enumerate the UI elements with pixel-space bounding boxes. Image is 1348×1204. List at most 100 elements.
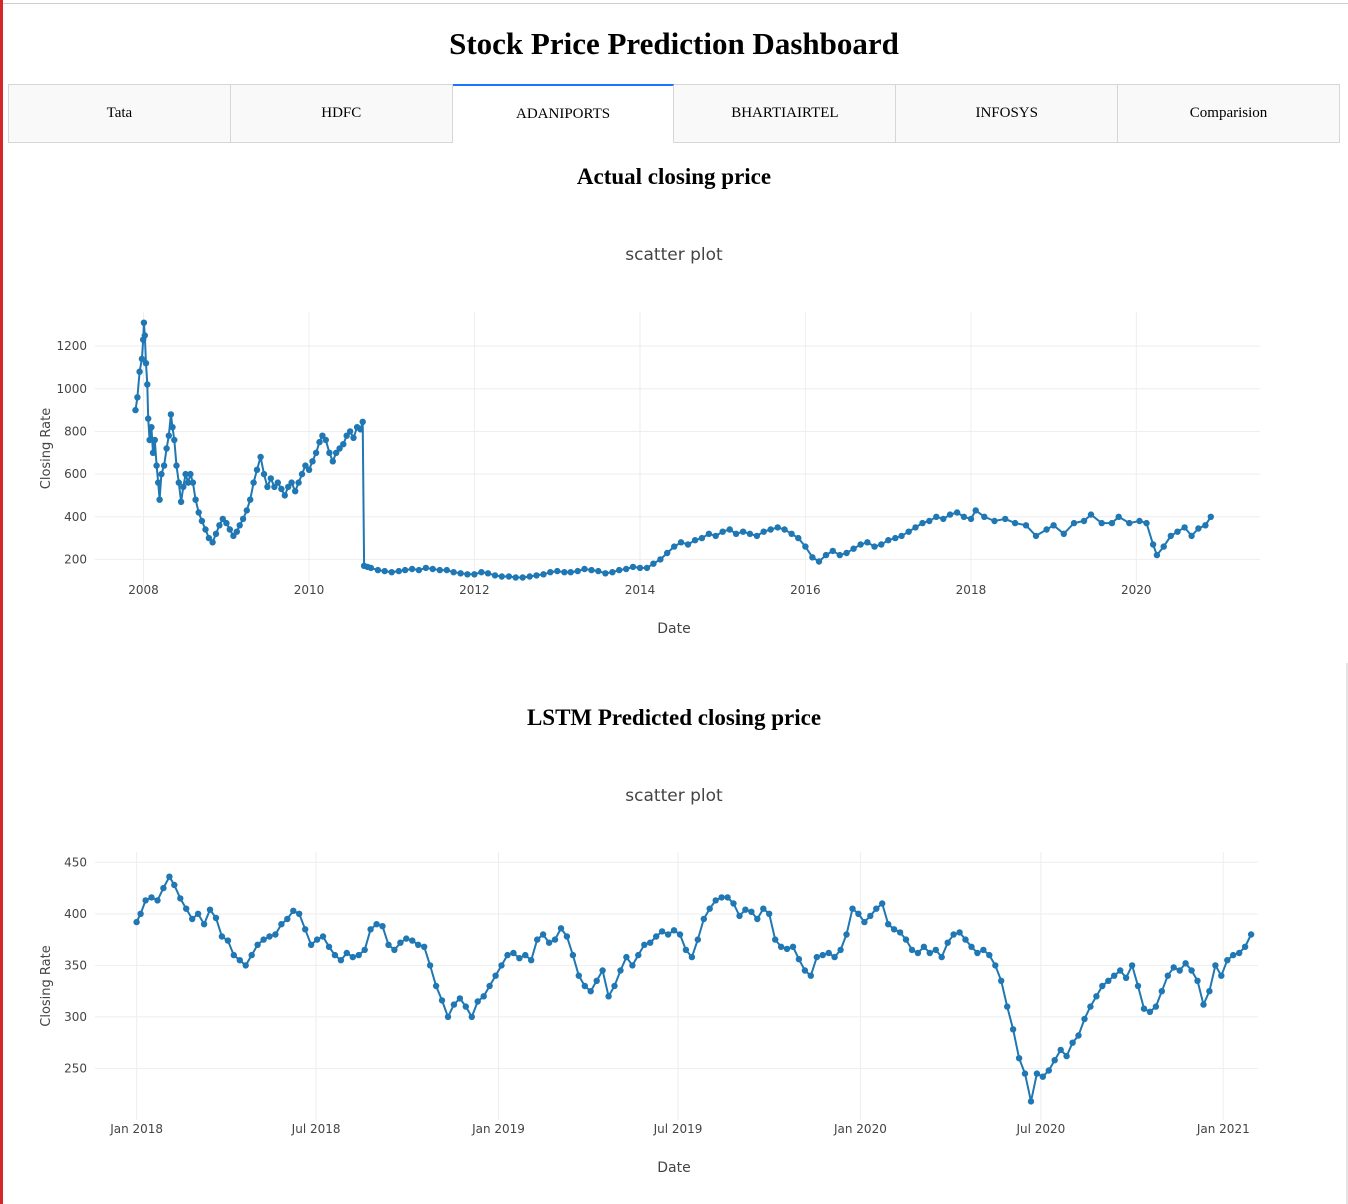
data-point[interactable] (436, 566, 443, 574)
data-point[interactable] (295, 479, 302, 486)
data-point[interactable] (912, 524, 919, 531)
data-point[interactable] (257, 453, 264, 461)
data-point[interactable] (290, 907, 297, 914)
data-point[interactable] (426, 962, 434, 969)
data-point[interactable] (312, 449, 320, 456)
data-point[interactable] (540, 571, 547, 578)
data-point[interactable] (1002, 515, 1009, 523)
data-point[interactable] (694, 936, 701, 943)
data-point[interactable] (194, 910, 202, 917)
data-point[interactable] (510, 949, 517, 957)
data-point[interactable] (718, 894, 725, 901)
data-point[interactable] (153, 462, 160, 469)
data-point[interactable] (189, 479, 197, 486)
data-point[interactable] (484, 570, 492, 577)
data-point[interactable] (1033, 1070, 1041, 1077)
data-point[interactable] (156, 496, 163, 503)
data-point[interactable] (551, 936, 559, 943)
data-point[interactable] (1069, 1039, 1076, 1046)
data-point[interactable] (160, 884, 167, 892)
data-point[interactable] (831, 953, 838, 961)
data-point[interactable] (974, 949, 981, 957)
data-point[interactable] (724, 894, 731, 901)
data-point[interactable] (224, 937, 232, 944)
data-point[interactable] (492, 972, 499, 979)
data-point[interactable] (218, 933, 226, 940)
data-point[interactable] (1174, 528, 1181, 535)
tab-infosys[interactable]: INFOSYS (896, 84, 1119, 143)
data-point[interactable] (920, 943, 928, 950)
data-point[interactable] (140, 319, 148, 326)
data-point[interactable] (333, 449, 340, 456)
data-point[interactable] (1230, 951, 1237, 959)
data-point[interactable] (855, 910, 862, 917)
data-point[interactable] (1194, 977, 1201, 984)
data-point[interactable] (956, 929, 963, 936)
data-point[interactable] (173, 462, 180, 469)
data-point[interactable] (165, 432, 172, 439)
data-point[interactable] (677, 539, 685, 546)
data-point[interactable] (151, 436, 158, 444)
data-point[interactable] (316, 438, 323, 446)
data-point[interactable] (944, 939, 951, 946)
data-point[interactable] (468, 1013, 475, 1021)
data-point[interactable] (1098, 519, 1105, 527)
data-point[interactable] (478, 569, 485, 576)
data-point[interactable] (616, 566, 623, 574)
data-point[interactable] (926, 517, 933, 525)
data-point[interactable] (1087, 1003, 1094, 1010)
data-point[interactable] (801, 967, 809, 974)
data-point[interactable] (278, 485, 285, 493)
data-point[interactable] (781, 526, 788, 533)
data-point[interactable] (1032, 532, 1040, 540)
data-point[interactable] (777, 943, 785, 950)
data-point[interactable] (471, 571, 478, 578)
data-point[interactable] (1027, 1098, 1035, 1105)
data-point[interactable] (278, 921, 285, 928)
data-point[interactable] (1115, 513, 1122, 520)
data-point[interactable] (1212, 962, 1219, 969)
data-point[interactable] (1158, 988, 1166, 995)
data-point[interactable] (374, 566, 382, 574)
data-point[interactable] (281, 492, 288, 499)
data-point[interactable] (896, 929, 904, 936)
data-point[interactable] (1188, 967, 1195, 974)
data-point[interactable] (480, 993, 487, 1000)
data-point[interactable] (216, 522, 223, 529)
data-point[interactable] (337, 957, 345, 964)
data-point[interactable] (593, 977, 600, 984)
data-point[interactable] (169, 424, 176, 431)
data-point[interactable] (415, 941, 422, 948)
data-point[interactable] (512, 574, 519, 581)
data-point[interactable] (1051, 1057, 1058, 1064)
data-point[interactable] (1188, 532, 1195, 540)
data-point[interactable] (1122, 974, 1130, 981)
data-point[interactable] (343, 432, 350, 439)
data-point[interactable] (712, 897, 719, 904)
data-point[interactable] (149, 449, 157, 456)
data-point[interactable] (789, 943, 797, 950)
data-point[interactable] (753, 532, 761, 540)
data-point[interactable] (706, 905, 713, 912)
data-point[interactable] (902, 936, 910, 943)
data-point[interactable] (825, 949, 832, 957)
data-point[interactable] (148, 424, 155, 431)
data-point[interactable] (748, 908, 755, 915)
data-point[interactable] (1043, 526, 1050, 533)
data-point[interactable] (142, 360, 150, 367)
data-point[interactable] (346, 428, 354, 435)
data-point[interactable] (783, 945, 791, 953)
data-point[interactable] (1181, 524, 1188, 531)
data-point[interactable] (967, 515, 975, 523)
data-point[interactable] (415, 566, 423, 574)
data-point[interactable] (1080, 517, 1088, 525)
data-point[interactable] (766, 910, 773, 917)
data-point[interactable] (145, 415, 152, 422)
data-point[interactable] (243, 507, 250, 514)
data-point[interactable] (575, 972, 582, 979)
data-point[interactable] (991, 517, 998, 525)
data-point[interactable] (760, 905, 767, 912)
data-point[interactable] (933, 513, 940, 520)
data-point[interactable] (272, 931, 279, 938)
data-point[interactable] (1206, 988, 1213, 995)
